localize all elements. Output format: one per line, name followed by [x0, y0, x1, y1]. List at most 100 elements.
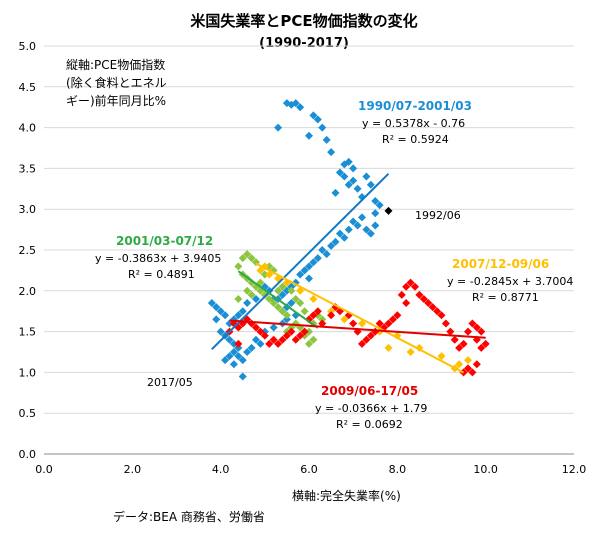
- data-point-series-2: [243, 286, 252, 295]
- data-point-series-4: [411, 282, 419, 291]
- data-point-series-4: [362, 335, 371, 344]
- data-point-series-4: [464, 364, 472, 373]
- data-point-series-1: [252, 294, 260, 303]
- data-point-series-3: [358, 319, 366, 328]
- data-point-series-3: [406, 348, 415, 356]
- point-annotations: 1992/06 2017/05: [147, 206, 461, 389]
- y-tick-label: 4.0: [19, 122, 37, 135]
- data-point-series-1: [229, 360, 238, 369]
- chart-title: 米国失業率とPCE物価指数の変化: [190, 12, 417, 30]
- data-point-series-1: [207, 299, 216, 308]
- data-point-series-1: [322, 250, 331, 259]
- data-point-series-1: [318, 246, 327, 254]
- data-point-series-1: [216, 307, 225, 316]
- y-axis-note: 縦軸:PCE物価指数 (除く食料とエネル ギー)前年同月比%: [66, 57, 167, 108]
- x-tick-label: 6.0: [300, 463, 318, 476]
- data-point-series-1: [362, 172, 371, 181]
- data-point-series-1: [331, 237, 340, 246]
- data-point-series-2: [269, 299, 278, 308]
- y-tick-label: 5.0: [19, 40, 37, 53]
- data-point-series-3: [437, 352, 446, 361]
- data-point-series-4: [358, 339, 366, 348]
- data-point-series-3: [309, 294, 318, 303]
- data-point-series-1: [349, 217, 358, 226]
- data-point-series-1: [229, 339, 238, 348]
- trend-line-series-3: [255, 262, 465, 374]
- data-point-series-4: [406, 278, 415, 287]
- data-point-series-4: [260, 331, 269, 340]
- annotation-label-2017-05: 2017/05: [147, 376, 193, 389]
- data-point-series-1: [225, 352, 234, 361]
- data-point-series-4: [282, 331, 291, 340]
- data-point-series-4: [318, 319, 327, 328]
- data-point-series-1: [243, 299, 252, 308]
- data-point-series-1: [331, 188, 340, 197]
- data-point-series-1: [216, 327, 225, 336]
- data-point-series-1: [349, 164, 358, 173]
- data-point-series-4: [313, 307, 322, 316]
- data-point-series-2: [282, 311, 291, 320]
- data-point-series-1: [221, 356, 230, 365]
- source-note: データ:BEA 商務省、労働省: [113, 509, 265, 524]
- data-point-series-4: [402, 282, 411, 291]
- y-axis-label-line-1: 縦軸:PCE物価指数: [66, 57, 165, 72]
- data-point-series-1: [229, 348, 238, 356]
- data-point-series-1: [349, 176, 358, 185]
- data-point-series-4: [472, 323, 481, 332]
- data-point-series-2: [274, 303, 283, 312]
- y-axis-label-line-2: (除く食料とエネル: [66, 75, 167, 90]
- data-point-series-3: [340, 315, 349, 324]
- data-point-series-1: [282, 286, 291, 295]
- data-point-series-1: [318, 123, 327, 132]
- data-point-series-1: [238, 307, 247, 316]
- data-point-series-2: [234, 262, 243, 271]
- series-1-equation: y = 0.5378x - 0.76: [362, 117, 465, 130]
- data-point-series-4: [464, 327, 472, 336]
- data-point-series-2: [247, 254, 256, 263]
- data-point-series-1: [252, 335, 260, 344]
- data-point-series-1: [309, 258, 318, 267]
- data-point-series-4: [424, 299, 433, 308]
- data-point-series-4: [384, 319, 393, 328]
- data-point-series-4: [472, 360, 481, 369]
- trend-lines: [211, 173, 486, 374]
- data-point-series-4: [419, 294, 428, 303]
- data-point-series-1: [305, 274, 313, 283]
- data-point-series-1: [375, 201, 384, 210]
- data-point-series-1: [371, 197, 380, 206]
- data-point-series-2: [238, 254, 247, 263]
- trend-line-series-1: [211, 173, 390, 350]
- data-point-series-4: [327, 311, 336, 320]
- data-point-series-1: [225, 335, 234, 344]
- data-point-series-1: [327, 241, 336, 250]
- data-point-series-1: [335, 229, 344, 238]
- data-point-series-2: [300, 307, 309, 316]
- series-labels: 1990/07-2001/03 y = 0.5378x - 0.76 R² = …: [95, 99, 573, 431]
- data-point-series-4: [278, 335, 287, 344]
- data-point-series-4: [415, 290, 424, 299]
- series-4-r2: R² = 0.0692: [336, 418, 403, 431]
- data-point-series-4: [366, 331, 375, 340]
- data-point-series-1: [212, 303, 221, 312]
- data-point-series-4: [375, 319, 384, 328]
- annotation-marker-1992-06: [384, 206, 393, 215]
- data-point-series-1: [371, 221, 380, 230]
- data-point-series-2: [265, 294, 274, 303]
- data-point-series-2: [300, 331, 309, 340]
- data-point-series-2: [260, 270, 269, 279]
- data-point-series-1: [221, 311, 230, 320]
- annotation-label-1992-06: 1992/06: [415, 209, 461, 222]
- data-point-series-1: [313, 254, 322, 263]
- series-1-r2: R² = 0.5924: [382, 133, 449, 146]
- data-point-series-1: [234, 311, 243, 320]
- data-point-series-2: [291, 294, 300, 303]
- data-point-series-4: [477, 343, 486, 352]
- data-point-series-1: [322, 135, 331, 144]
- x-tick-label: 12.0: [562, 463, 587, 476]
- data-point-series-2: [313, 311, 322, 320]
- trend-line-series-4: [229, 319, 486, 339]
- data-point-series-4: [468, 368, 477, 377]
- data-point-series-2: [234, 294, 243, 303]
- data-point-series-1: [305, 262, 313, 271]
